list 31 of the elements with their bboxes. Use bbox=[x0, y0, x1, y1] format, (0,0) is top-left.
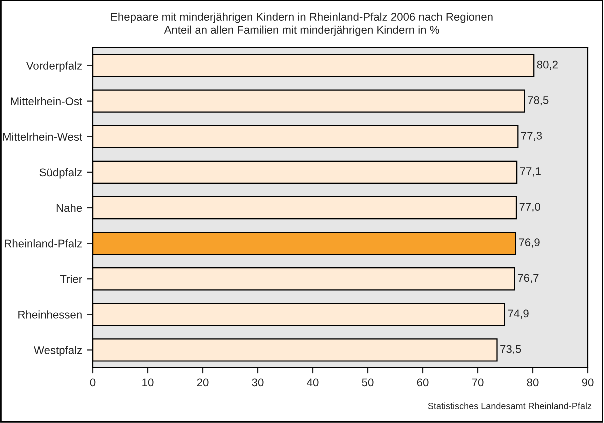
data-label: 73,5 bbox=[500, 345, 522, 355]
y-tick-label: Westpfalz bbox=[34, 346, 82, 357]
x-tick-label: 80 bbox=[527, 378, 539, 387]
data-label: 76,9 bbox=[519, 238, 540, 248]
x-tick-label: 70 bbox=[472, 378, 484, 387]
x-tick-label: 50 bbox=[362, 378, 374, 387]
y-tick-label: Mittelrhein-Ost bbox=[11, 97, 83, 106]
chart-title: Ehepaare mit minderjährigen Kindern in Rheinland-Pfalz 2006 nach Regionen bbox=[111, 12, 493, 24]
x-tick-label: 40 bbox=[307, 378, 319, 387]
y-tick-label: Mittelrhein-West bbox=[3, 132, 83, 142]
y-tick-label: Trier bbox=[60, 275, 82, 284]
data-label: 80,2 bbox=[537, 60, 558, 70]
chart-subtitle: Anteil an allen Familien mit minderjährigen Kindern in % bbox=[164, 26, 440, 36]
data-label: 77,3 bbox=[521, 132, 542, 142]
x-tick-label: 60 bbox=[417, 378, 429, 387]
y-tick-label: Vorderpfalz bbox=[26, 62, 82, 72]
data-label: 77,1 bbox=[520, 168, 541, 177]
data-label: 76,7 bbox=[518, 274, 539, 284]
x-tick-label: 20 bbox=[197, 378, 209, 387]
x-tick-label: 30 bbox=[252, 378, 264, 387]
text: Statistisches Landesamt Rheinland-Pfalz bbox=[428, 402, 592, 410]
data-label: 78,5 bbox=[528, 96, 549, 106]
y-tick-label: Nahe bbox=[56, 204, 82, 212]
data-label: 77,0 bbox=[520, 203, 540, 212]
y-tick-label: Rheinhessen bbox=[18, 310, 82, 319]
x-tick-label: 10 bbox=[142, 378, 154, 387]
y-tick-label: Südpfalz bbox=[40, 168, 82, 179]
y-tick-label: Rheinland-Pfalz bbox=[5, 240, 82, 248]
x-tick-label: 90 bbox=[582, 378, 594, 387]
x-tick-label: 0 bbox=[90, 378, 96, 387]
data-label: 74,9 bbox=[508, 310, 529, 319]
